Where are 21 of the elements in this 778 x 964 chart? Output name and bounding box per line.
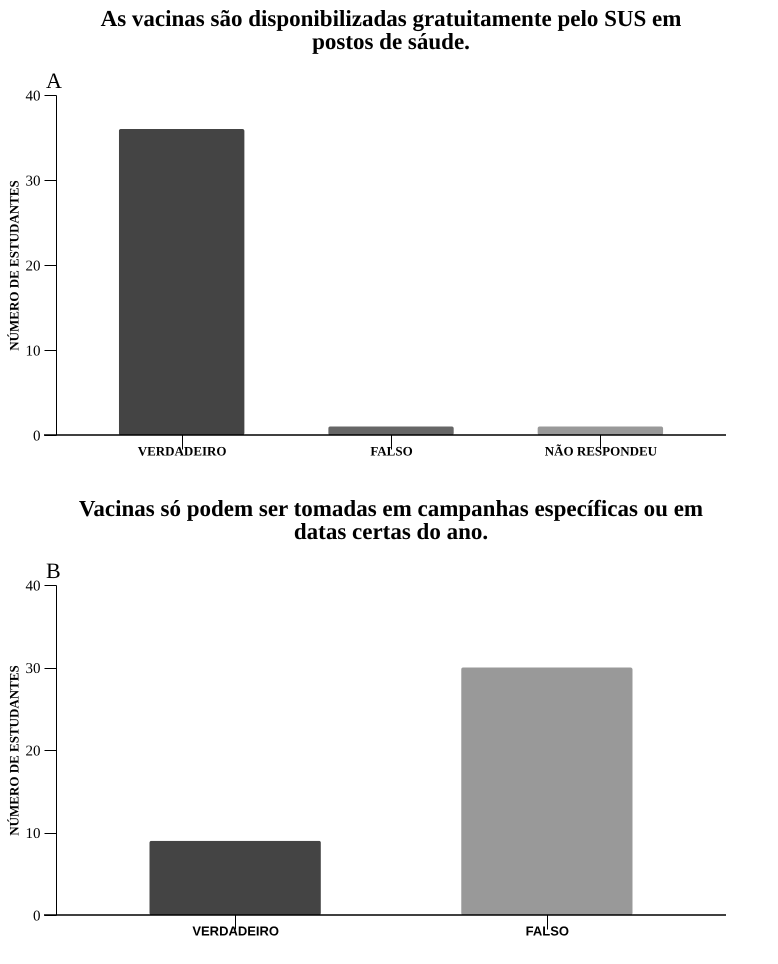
y-axis-title: NÚMERO DE ESTUDANTES bbox=[6, 665, 22, 836]
text: A bbox=[46, 68, 62, 93]
x-tick-label: NÃO RESPONDEU bbox=[544, 444, 658, 458]
y-tick-label: 20 bbox=[26, 258, 40, 274]
y-tick-label: 10 bbox=[26, 344, 40, 360]
x-tick-label: FALSO bbox=[370, 444, 413, 458]
y-tick-label: 40 bbox=[26, 578, 40, 594]
x-tick-label: VERDADEIRO bbox=[138, 444, 227, 458]
y-tick-label: 40 bbox=[26, 88, 40, 104]
y-tick-label: 30 bbox=[26, 174, 40, 190]
y-tick-label: 30 bbox=[26, 661, 40, 677]
y-tick-label: 0 bbox=[33, 908, 40, 924]
chart-title: As vacinas são disponibilizadas gratuitamente pelo SUS em postos de sáude. bbox=[100, 6, 682, 54]
x-tick-label: FALSO bbox=[526, 924, 569, 938]
y-tick-label: 10 bbox=[26, 826, 40, 842]
text: B bbox=[46, 558, 61, 583]
chart-title: Vacinas só podem ser tomadas em campanhas específicas ou em datas certas do ano. bbox=[78, 496, 704, 544]
y-tick-label: 0 bbox=[33, 428, 40, 444]
y-axis-title: NÚMERO DE ESTUDANTES bbox=[6, 180, 22, 351]
x-tick-label: VERDADEIRO bbox=[192, 924, 280, 938]
y-tick-label: 20 bbox=[26, 744, 40, 760]
